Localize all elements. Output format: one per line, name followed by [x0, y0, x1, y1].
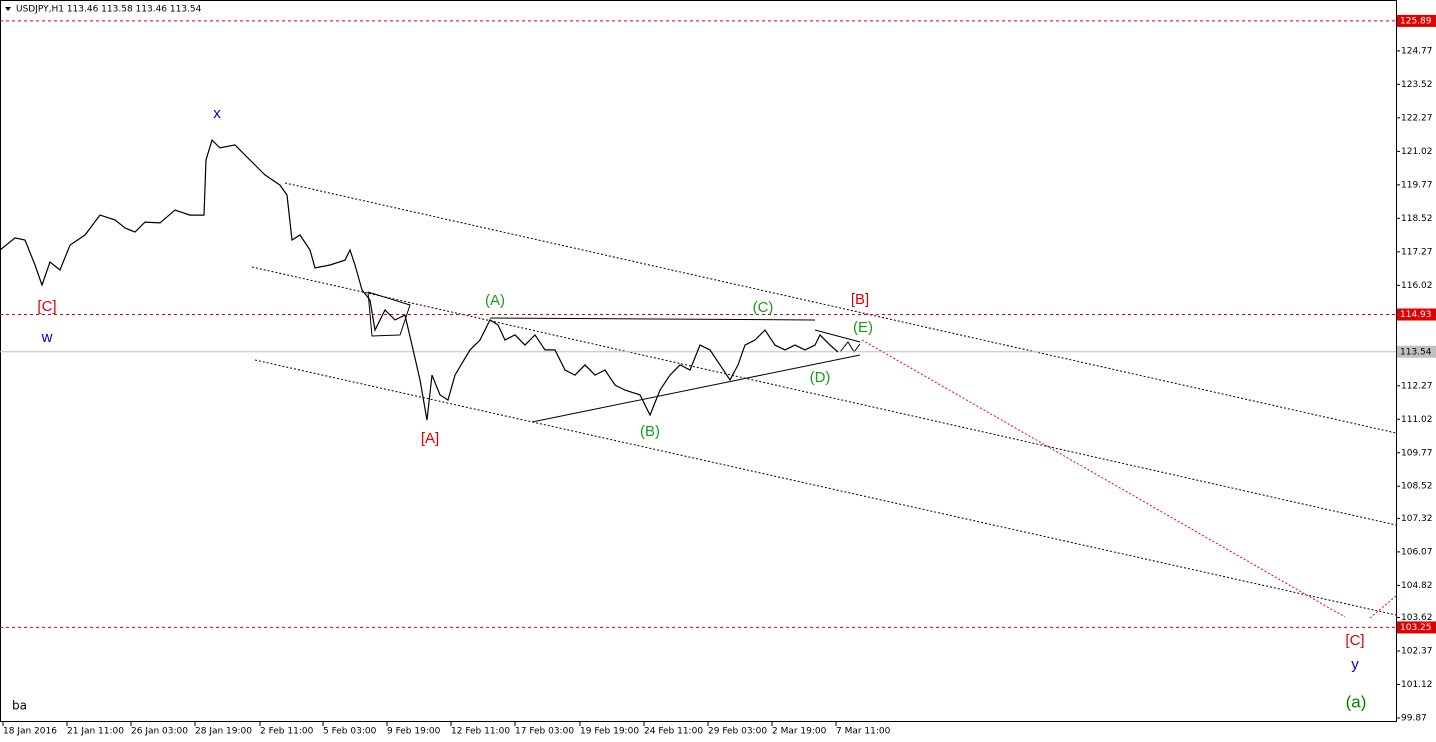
y-tick-label: 109.77 [1401, 448, 1433, 458]
menu-arrow[interactable] [5, 7, 11, 11]
wave-label: w [41, 329, 53, 346]
x-tick-label: 7 Mar 11:00 [836, 727, 891, 737]
forecast-line [1369, 595, 1397, 619]
x-tick-label: 5 Feb 03:00 [323, 727, 377, 737]
channel-line [254, 359, 1397, 616]
wave-label: (E) [853, 319, 873, 336]
wave-label: (C) [753, 299, 774, 316]
x-tick-label: 2 Feb 11:00 [260, 727, 314, 737]
y-tick-label: 103.62 [1401, 613, 1433, 623]
trend-line [531, 354, 861, 423]
wave-label: y [1351, 656, 1359, 673]
x-tick-label: 24 Feb 11:00 [644, 727, 703, 737]
x-tick-label: 28 Jan 19:00 [195, 727, 252, 737]
plot-frame [0, 0, 1397, 722]
y-tick-label: 106.07 [1401, 547, 1433, 557]
y-tick-label: 119.77 [1401, 180, 1433, 190]
x-tick-label: 2 Mar 19:00 [772, 727, 827, 737]
y-tick-label: 116.02 [1401, 281, 1433, 291]
trend-line [814, 329, 861, 343]
level-label: 113.54 [1400, 347, 1432, 357]
wave-label: [B] [851, 291, 869, 308]
level-label-box [1397, 14, 1436, 27]
y-tick-label: 104.82 [1401, 581, 1433, 591]
trend-line [489, 317, 816, 321]
y-tick-label: 102.37 [1401, 647, 1433, 657]
y-tick-label: 117.27 [1401, 247, 1433, 257]
y-tick-label: 99.87 [1401, 713, 1427, 723]
channel-line [284, 182, 1397, 434]
level-label: 103.25 [1400, 623, 1432, 633]
x-tick-label: 18 Jan 2016 [3, 727, 57, 737]
y-tick-label: 112.27 [1401, 381, 1433, 391]
forecast-zigzag [839, 341, 861, 353]
wave-label: (B) [640, 423, 660, 440]
x-tick-label: 26 Jan 03:00 [131, 727, 188, 737]
channel-lines [251, 182, 1397, 616]
y-tick-label: 107.32 [1401, 514, 1433, 524]
trend-line [367, 291, 411, 337]
x-tick-label: 9 Feb 19:00 [387, 727, 441, 737]
y-tick-label: 122.27 [1401, 113, 1433, 123]
x-tick-label: 17 Feb 03:00 [515, 727, 574, 737]
y-tick-label: 118.52 [1401, 214, 1433, 224]
wave-label: (a) [1346, 692, 1367, 711]
x-tick-label: 29 Feb 03:00 [708, 727, 767, 737]
wave-label: x [213, 105, 221, 122]
level-label: 114.93 [1400, 310, 1432, 320]
y-tick-label: 121.02 [1401, 147, 1433, 157]
y-tick-label: 108.52 [1401, 482, 1433, 492]
wave-label: [C] [1345, 632, 1364, 649]
y-tick-label: 101.12 [1401, 680, 1433, 690]
forecast-line [861, 339, 1346, 618]
chart-title: USDJPY,H1 113.46 113.58 113.46 113.54 [16, 5, 202, 15]
corner-label: ba [12, 699, 27, 713]
price-line [0, 138, 839, 421]
wave-label: [A] [421, 430, 439, 447]
y-tick-label: 124.77 [1401, 46, 1433, 56]
level-label-box [1397, 621, 1436, 634]
y-tick-label: 123.52 [1401, 80, 1433, 90]
y-tick-label: 111.02 [1401, 415, 1433, 425]
wave-label: (D) [810, 369, 831, 386]
level-label-box [1397, 308, 1436, 321]
x-tick-label: 19 Feb 19:00 [580, 727, 639, 737]
wave-label: [C] [37, 298, 56, 315]
x-tick-label: 12 Feb 11:00 [451, 727, 510, 737]
x-tick-label: 21 Jan 11:00 [67, 727, 124, 737]
wave-label: (A) [485, 292, 505, 309]
level-label-box [1397, 345, 1436, 358]
level-label: 125.89 [1400, 16, 1432, 26]
triangle-lines [367, 291, 861, 423]
channel-line [251, 266, 1397, 526]
